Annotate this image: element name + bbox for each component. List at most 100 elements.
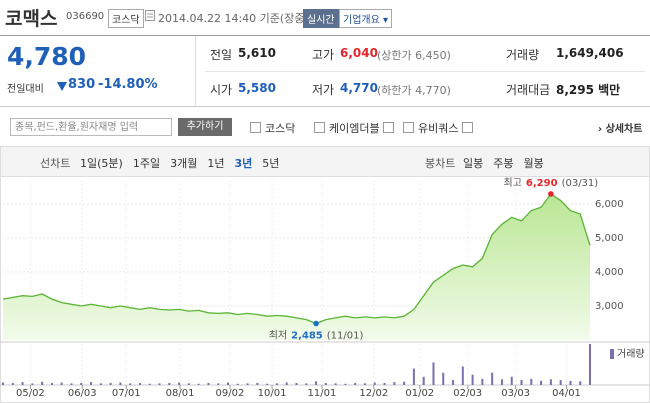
volume-bar — [344, 383, 347, 385]
down-arrow — [57, 82, 67, 91]
high-marker — [548, 191, 554, 197]
x-tick-label: 05/02 — [16, 388, 45, 399]
compare-option[interactable]: 코스닥 — [250, 120, 295, 136]
volume-bar — [461, 366, 464, 385]
volume-bar — [266, 383, 269, 385]
volume-bar — [383, 382, 386, 385]
y-tick-label: 5,000 — [595, 233, 624, 244]
compare-option[interactable]: 유비쿼스 — [403, 120, 477, 136]
volume-bar — [187, 383, 190, 385]
x-tick-label: 03/03 — [501, 388, 530, 399]
volume-legend-swatch — [610, 349, 614, 359]
volume-bar — [373, 382, 376, 385]
x-tick-label: 12/02 — [359, 388, 388, 399]
volume-bar — [324, 382, 327, 385]
volume-bar — [168, 382, 171, 385]
volume-bar — [589, 344, 591, 385]
line-tabs: 1일(5분) 1주일 3개월 1년 3년 5년 — [80, 155, 289, 171]
stock-code: 036690 — [66, 11, 105, 22]
divider — [195, 36, 196, 106]
stat-label: 전일 — [210, 48, 233, 62]
low-label: 최저 — [269, 329, 287, 341]
volume-bar — [481, 378, 484, 385]
low-annotation: 최저 2,485 (11/01) — [269, 329, 364, 341]
volume-bar — [530, 378, 533, 385]
stat-label: 거래량 — [506, 48, 540, 62]
volume-bar — [275, 383, 278, 385]
tab-group-label: 봉차트 — [425, 157, 456, 170]
volume-bar — [80, 382, 83, 385]
volume-bar — [549, 379, 552, 385]
volume-bar — [412, 368, 415, 385]
x-tick-label: 01/02 — [405, 388, 434, 399]
volume-bar — [540, 380, 543, 385]
volume-bar — [197, 383, 200, 385]
volume-bar — [315, 381, 318, 385]
volume-bar — [305, 383, 308, 385]
compare-label: 코스닥 — [265, 122, 296, 135]
volume-bar — [403, 381, 406, 385]
volume-bar — [41, 381, 44, 385]
volume-bar — [129, 383, 132, 385]
change-label: 전일대비 — [7, 84, 44, 95]
volume-bar — [393, 382, 396, 385]
volume-bar — [138, 382, 141, 385]
stock-name: 코맥스 — [5, 8, 58, 30]
stat-note: (상한가 6,450) — [377, 49, 451, 62]
add-button[interactable]: 추가하기 — [178, 118, 232, 136]
stat-label: 거래대금 — [506, 83, 551, 97]
tab[interactable]: 3년 — [234, 157, 253, 170]
x-tick-label: 10/01 — [258, 388, 287, 399]
tab[interactable]: 월봉 — [523, 157, 544, 170]
volume-bar — [109, 382, 112, 385]
low-date: (11/01) — [327, 330, 364, 341]
volume-bar — [227, 382, 230, 385]
volume-bar — [50, 382, 53, 385]
volume-bar — [11, 382, 14, 385]
x-tick-label: 06/03 — [68, 388, 97, 399]
volume-bar — [70, 383, 73, 385]
tab[interactable]: 1일(5분) — [80, 157, 123, 170]
tab[interactable]: 5년 — [262, 157, 280, 170]
y-tick-label: 3,000 — [595, 301, 624, 312]
volume-bar — [452, 380, 455, 385]
tab[interactable]: 1년 — [207, 157, 225, 170]
volume-bar — [579, 381, 582, 385]
volume-bar — [432, 362, 435, 385]
tab[interactable]: 일봉 — [463, 157, 484, 170]
volume-bar — [334, 383, 337, 385]
tab[interactable]: 주봉 — [493, 157, 514, 170]
search-input[interactable]: 종목,펀드,환율,원자재명 입력 — [10, 118, 172, 136]
divider — [0, 35, 650, 36]
low-marker — [313, 320, 319, 327]
stat-label: 고가 — [312, 48, 335, 62]
volume-bar — [500, 379, 503, 385]
x-tick-label: 09/02 — [216, 388, 245, 399]
detail-chart-link[interactable]: › 상세차트 — [598, 124, 643, 135]
volume-bar — [471, 374, 474, 385]
tab[interactable]: 3개월 — [170, 157, 198, 170]
volume-bar — [2, 382, 4, 385]
stat-label: 저가 — [312, 83, 335, 97]
company-info-button[interactable]: 기업개요 ▾ — [339, 9, 393, 28]
volume-bar — [207, 382, 210, 385]
volume-bar — [354, 382, 357, 385]
stat-value: 8,295 백만 — [556, 83, 621, 97]
stat-value: 5,610 — [238, 46, 276, 60]
market-badge: 코스닥 — [108, 9, 144, 28]
tab-group-label: 선차트 — [40, 157, 71, 170]
timestamp: 2014.04.22 14:40 기준(장중) — [158, 12, 309, 25]
divider — [205, 71, 645, 72]
stat-value: 6,040 — [340, 46, 378, 60]
compare-option[interactable]: 케이엠더블 — [314, 120, 398, 136]
y-tick-label: 6,000 — [595, 199, 624, 210]
tab[interactable]: 1주일 — [132, 157, 161, 170]
stat-value: 4,770 — [340, 81, 378, 95]
volume-bar — [21, 382, 24, 385]
volume-bar — [363, 383, 366, 385]
volume-bar — [158, 383, 161, 385]
realtime-button[interactable]: 실시간 — [303, 9, 339, 28]
candle-tabs: 일봉 주봉 월봉 — [463, 155, 554, 171]
volume-bar — [99, 383, 102, 385]
volume-bar — [256, 382, 259, 385]
